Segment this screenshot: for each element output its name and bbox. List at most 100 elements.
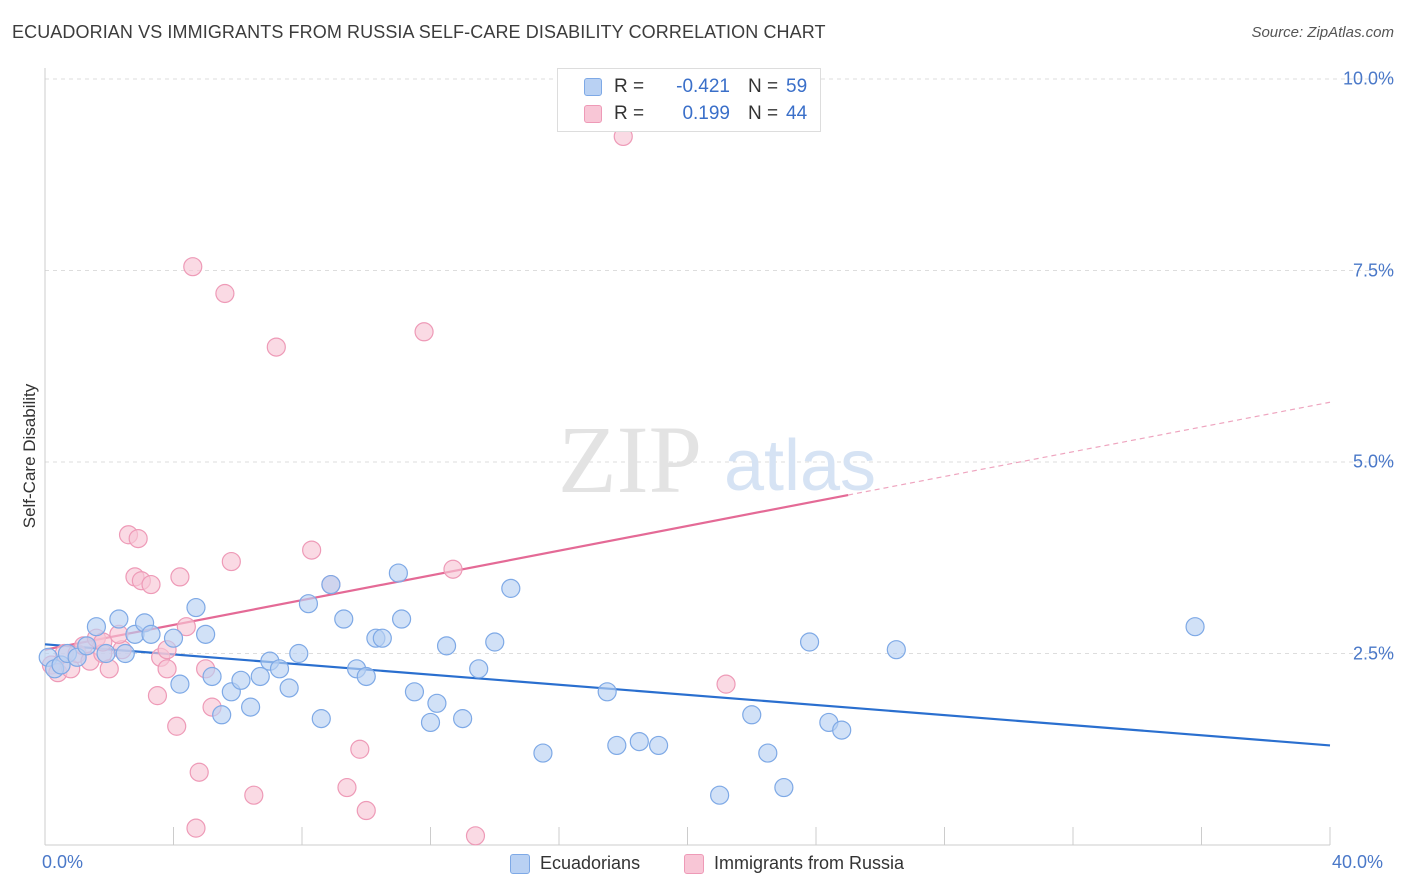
ecuadorians-point bbox=[758, 743, 778, 763]
ecuadorians-point bbox=[799, 632, 820, 652]
ecuadorians-point bbox=[453, 709, 473, 729]
chart-title: ECUADORIAN VS IMMIGRANTS FROM RUSSIA SEL… bbox=[12, 22, 826, 42]
x-tick-label-max: 40.0% bbox=[1332, 852, 1384, 872]
ecuadorians-point bbox=[607, 735, 627, 756]
ecuadorians-point bbox=[832, 720, 852, 740]
ecuadorians-point bbox=[629, 731, 649, 752]
legend-r-label: R = bbox=[614, 76, 645, 97]
ecuadorians-point bbox=[141, 624, 161, 644]
y-tick-label: 7.5% bbox=[1352, 260, 1394, 280]
y-tick-label: 10.0% bbox=[1342, 68, 1394, 89]
ecuadorians-point bbox=[420, 712, 441, 733]
russia-point bbox=[157, 659, 177, 679]
ecuadorians-point bbox=[469, 659, 489, 679]
russia-point bbox=[716, 674, 736, 694]
ecuadorians-point bbox=[533, 743, 553, 763]
axes bbox=[44, 68, 1331, 846]
ecuadorians-point bbox=[356, 666, 376, 687]
ecuadorians-point bbox=[404, 682, 425, 702]
ecuadorians-point bbox=[886, 640, 906, 660]
ecuadorians-point bbox=[1185, 617, 1205, 637]
legend-n-value: 44 bbox=[786, 103, 808, 124]
ecuadorians-point bbox=[279, 678, 299, 698]
ecuadorians-point bbox=[250, 666, 270, 687]
ecuadorians-point bbox=[289, 643, 309, 664]
trend-line-russia-dashed bbox=[848, 401, 1331, 496]
bottom-legend-swatch-blue bbox=[510, 853, 530, 874]
russia-point bbox=[350, 739, 370, 759]
ecuadorians-point bbox=[501, 578, 521, 598]
russia-point bbox=[337, 777, 357, 798]
trend-line-ecuadorians bbox=[44, 643, 1331, 747]
russia-point bbox=[183, 257, 203, 277]
legend-swatch-pink bbox=[584, 105, 602, 123]
russia-point bbox=[128, 528, 148, 549]
bottom-legend-swatch-pink bbox=[684, 853, 704, 874]
ecuadorians-point bbox=[710, 785, 730, 805]
ecuadorians-point bbox=[372, 628, 392, 648]
bottom-legend-label: Ecuadorians bbox=[540, 853, 641, 873]
y-axis-label: Self-Care Disability bbox=[20, 383, 39, 529]
legend-r-value: -0.421 bbox=[676, 76, 730, 97]
russia-point bbox=[167, 716, 187, 736]
ecuadorians-point bbox=[231, 670, 251, 690]
ecuadorians-point bbox=[427, 693, 447, 713]
legend-swatch-blue bbox=[584, 78, 602, 96]
ecuadorians-point bbox=[436, 636, 457, 656]
russia-point bbox=[302, 540, 322, 560]
ecuadorians-point bbox=[269, 659, 290, 679]
watermark-atlas: atlas bbox=[724, 426, 876, 506]
ecuadorians-point bbox=[311, 709, 331, 729]
legend-n-label: N = bbox=[748, 76, 779, 97]
ecuadorians-point bbox=[86, 617, 107, 637]
ecuadorians-point bbox=[241, 697, 261, 717]
legend-r-label: R = bbox=[614, 103, 645, 124]
russia-point bbox=[170, 567, 190, 587]
russia-point bbox=[356, 800, 376, 821]
ecuadorians-point bbox=[388, 563, 408, 583]
x-tick-label-min: 0.0% bbox=[42, 852, 84, 872]
russia-point bbox=[189, 762, 209, 782]
legend-n-value: 59 bbox=[786, 76, 808, 97]
source-note: Source: ZipAtlas.com bbox=[1251, 24, 1394, 41]
ecuadorians-point bbox=[202, 666, 222, 687]
russia-point bbox=[215, 283, 235, 304]
ecuadorians-point bbox=[391, 609, 412, 629]
series-ecuadorians-points bbox=[38, 563, 1205, 805]
y-tick-label: 2.5% bbox=[1352, 643, 1394, 663]
ecuadorians-point bbox=[109, 609, 129, 629]
russia-point bbox=[244, 785, 264, 805]
russia-point bbox=[147, 686, 168, 706]
legend-row-russia: R = 0.199 N = 44 bbox=[558, 101, 807, 127]
bottom-legend-ecuadorians: Ecuadorians bbox=[510, 853, 640, 874]
russia-point bbox=[141, 574, 161, 595]
ecuadorians-point bbox=[321, 574, 341, 595]
y-tick-label: 5.0% bbox=[1352, 451, 1394, 472]
ecuadorians-point bbox=[77, 636, 97, 656]
russia-point bbox=[443, 559, 463, 579]
russia-point bbox=[221, 551, 241, 572]
ecuadorians-point bbox=[597, 682, 617, 702]
ecuadorians-point bbox=[485, 632, 505, 652]
russia-point bbox=[176, 617, 196, 637]
legend-r-value: 0.199 bbox=[682, 103, 730, 124]
russia-point bbox=[186, 818, 206, 838]
watermark-zip: ZIP bbox=[558, 406, 702, 513]
correlation-legend: R = -0.421 N = 59 R = 0.199 N = 44 bbox=[557, 68, 821, 132]
ecuadorians-point bbox=[742, 705, 762, 725]
watermark: ZIP atlas bbox=[558, 406, 876, 513]
ecuadorians-point bbox=[298, 594, 319, 614]
ecuadorians-point bbox=[163, 628, 184, 648]
russia-point bbox=[465, 826, 486, 846]
bottom-legend-label: Immigrants from Russia bbox=[714, 853, 905, 873]
russia-point bbox=[266, 337, 286, 357]
legend-n-label: N = bbox=[748, 103, 779, 124]
ecuadorians-point bbox=[334, 609, 354, 629]
grid-lines bbox=[45, 78, 1392, 654]
legend-row-ecuadorians: R = -0.421 N = 59 bbox=[558, 74, 807, 100]
ecuadorians-point bbox=[115, 643, 135, 664]
bottom-legend-russia: Immigrants from Russia bbox=[684, 853, 904, 874]
ecuadorians-point bbox=[186, 597, 206, 618]
ecuadorians-point bbox=[170, 674, 190, 694]
